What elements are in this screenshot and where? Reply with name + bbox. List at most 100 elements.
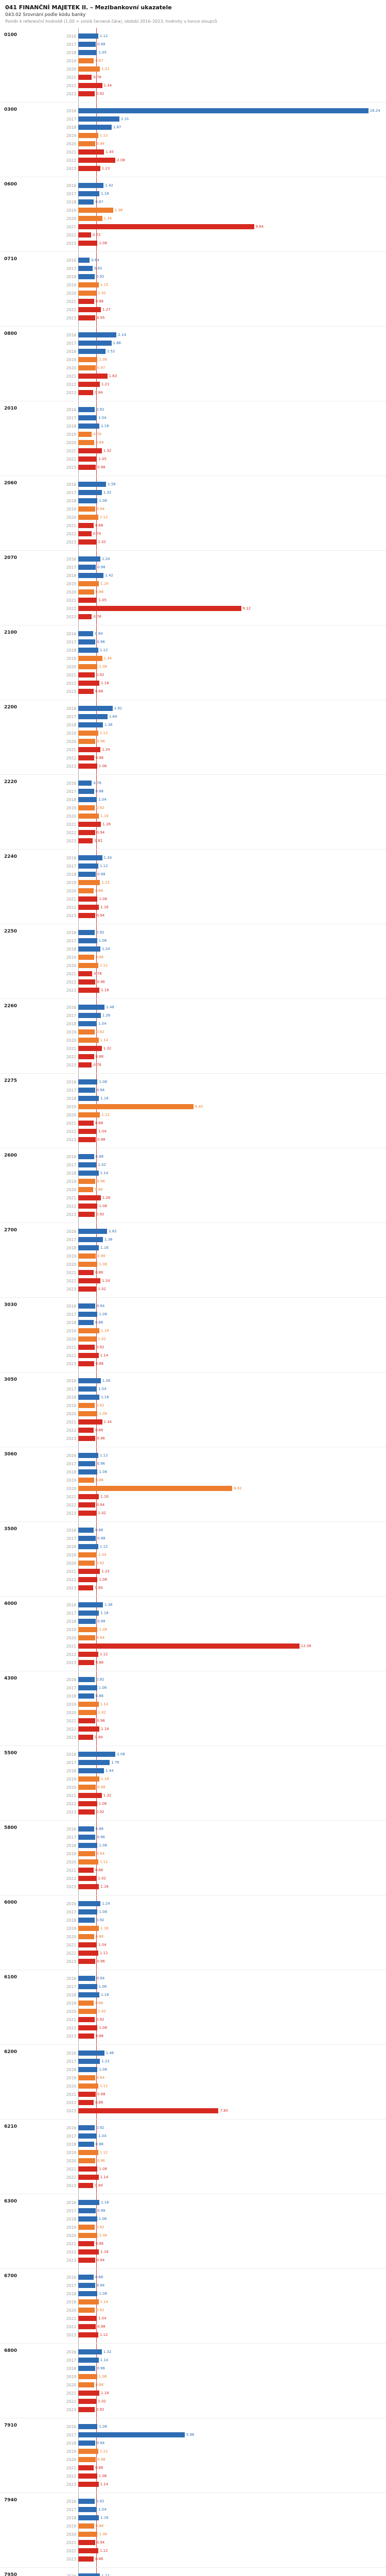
bar-value-label: 1.08 [99, 1312, 108, 1316]
value-bar [78, 382, 100, 387]
bar-value-label: 0.98 [97, 2325, 106, 2329]
bar-value-label: 8.62 [234, 1486, 242, 1490]
year-label: 2016 [66, 631, 76, 636]
year-label: 2023 [66, 1137, 76, 1142]
year-label: 2016 [66, 332, 76, 337]
value-bar [78, 706, 113, 711]
bar-value-label: 1.18 [100, 2200, 109, 2205]
year-label: 2017 [66, 1760, 76, 1765]
bar-row: 2016 2.08 [0, 1750, 386, 1758]
value-bar [78, 2075, 95, 2080]
bar-value-label: 0.96 [97, 1436, 105, 1440]
bar-value-label: 0.88 [95, 789, 104, 793]
value-bar [78, 1286, 97, 1292]
bar-value-label: 0.98 [97, 1619, 106, 1623]
year-label: 2018 [66, 1693, 76, 1699]
value-bar [78, 2100, 94, 2105]
zero-axis-line [78, 28, 79, 2576]
year-label: 2017 [66, 639, 76, 645]
bank-group: 2010 2016 0.92 2017 1.04 2018 1.18 2019 0.76 2020… [0, 401, 386, 476]
bank-group: 0100 2016 1.12 2017 0.98 2018 1.05 2019 0.87 2020… [0, 28, 386, 103]
value-bar [78, 2548, 98, 2553]
value-bar [78, 1851, 95, 1856]
year-label: 2023 [66, 913, 76, 918]
bar-value-label: 1.18 [100, 1329, 109, 1333]
bar-value-label: 16.24 [370, 109, 380, 113]
bar-value-label: 0.98 [97, 565, 106, 569]
value-bar [78, 565, 96, 570]
bar-row: 2018 1.52 [0, 347, 386, 355]
value-bar [78, 1453, 98, 1458]
bank-group: 6700 2016 0.86 2017 0.94 2018 1.08 2019 1.14 2020… [0, 2269, 386, 2344]
bar-value-label: 9.12 [242, 606, 251, 611]
value-bar [78, 955, 94, 960]
value-bar [78, 1652, 98, 1657]
bar-row: 2021 1.32 [0, 1791, 386, 1800]
bar-row: 2019 0.98 [0, 1252, 386, 1260]
bar-row: 2019 0.76 [0, 430, 386, 438]
year-label: 2022 [66, 1353, 76, 1358]
year-label: 2018 [66, 1619, 76, 1624]
bar-value-label: 0.92 [96, 673, 104, 677]
bar-row: 2019 1.12 [0, 131, 386, 140]
bar-row: 2019 0.96 [0, 1177, 386, 1185]
bar-row: 2019 1.96 [0, 206, 386, 214]
bar-value-label: 1.38 [104, 1603, 113, 1607]
bar-value-label: 0.86 [95, 1528, 103, 1532]
value-bar [78, 2540, 95, 2545]
bar-row: 2023 1.18 [0, 986, 386, 994]
value-bar [78, 482, 107, 487]
bar-value-label: 1.06 [98, 2217, 107, 2221]
bar-row: 2021 1.63 [0, 372, 386, 380]
value-bar [78, 133, 98, 138]
year-label: 2016 [66, 1229, 76, 1234]
bar-value-label: 0.72 [92, 233, 101, 237]
bar-row: 2020 0.88 [0, 588, 386, 596]
year-label: 2021 [66, 822, 76, 827]
bar-value-label: 1.26 [102, 1196, 111, 1200]
year-label: 2016 [66, 2050, 76, 2056]
year-label: 2022 [66, 232, 76, 238]
bar-value-label: 1.08 [99, 1262, 108, 1266]
bar-row: 2022 0.86 [0, 2098, 386, 2107]
year-label: 2023 [66, 1286, 76, 1292]
bar-value-label: 1.08 [99, 1910, 108, 1914]
bar-value-label: 1.22 [101, 1569, 110, 1573]
group-code-label: 2250 [4, 929, 17, 934]
bar-value-label: 0.84 [95, 1188, 103, 1192]
bar-row: 2016 1.48 [0, 1003, 386, 1011]
bar-row: 2020 1.34 [0, 214, 386, 223]
value-bar [78, 1005, 105, 1010]
year-label: 2023 [66, 1361, 76, 1366]
bar-row: 2021 1.24 [0, 745, 386, 754]
bar-row: 2017 1.32 [0, 488, 386, 497]
bar-row: 2016 0.92 [0, 928, 386, 937]
bar-row: 2017 0.98 [0, 2207, 386, 2215]
bar-value-label: 0.88 [95, 1155, 104, 1159]
year-label: 2020 [66, 1934, 76, 1939]
value-bar [78, 2200, 99, 2205]
year-label: 2023 [66, 166, 76, 171]
bar-value-label: 1.05 [98, 598, 107, 602]
bar-value-label: 0.88 [95, 1935, 104, 1939]
bar-row: 2018 1.08 [0, 1841, 386, 1850]
bar-row: 2020 0.96 [0, 737, 386, 745]
bar-value-label: 2.08 [117, 1752, 125, 1756]
value-bar [78, 838, 93, 843]
year-label: 2021 [66, 598, 76, 603]
bar-value-label: 1.08 [99, 2532, 108, 2536]
value-bar [78, 183, 104, 188]
bar-row: 2021 9.84 [0, 223, 386, 231]
bar-value-label: 0.94 [96, 913, 105, 918]
bar-row: 2023 0.92 [0, 90, 386, 98]
bank-group: 4300 2016 0.92 2017 1.06 2018 0.88 2019 1.14 2020… [0, 1671, 386, 1746]
value-bar [78, 1726, 99, 1732]
group-code-label: 6100 [4, 1975, 17, 1980]
year-label: 2022 [66, 2399, 76, 2404]
value-bar [78, 2523, 94, 2529]
bar-row: 2022 0.94 [0, 828, 386, 837]
bar-value-label: 1.32 [103, 490, 112, 495]
bar-value-label: 0.86 [95, 1121, 103, 1125]
value-bar [78, 1934, 94, 1939]
group-code-label: 3030 [4, 1302, 17, 1308]
